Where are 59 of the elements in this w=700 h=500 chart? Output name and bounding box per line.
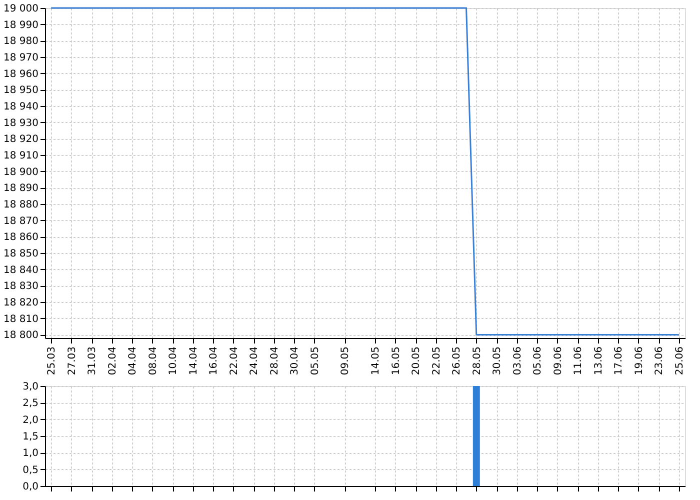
- x-tick-label: 22.04: [228, 346, 240, 376]
- y-tick-label: 3,0: [22, 382, 38, 392]
- x-tick-label: 28.04: [269, 346, 280, 376]
- x-tick-label: 08.04: [148, 346, 159, 376]
- y-tick-label: 18 940: [4, 102, 38, 113]
- x-tick-label: 09.05: [340, 346, 352, 376]
- y-tick-label: 18 910: [4, 150, 38, 162]
- y-tick-label: 18 820: [4, 298, 38, 309]
- y-tick-label: 18 870: [4, 216, 38, 227]
- x-tick-label: 05.05: [310, 346, 321, 376]
- y-tick-label: 18 950: [4, 85, 38, 96]
- x-tick-label: 25.06: [674, 346, 686, 376]
- x-tick-label: 24.04: [249, 346, 260, 376]
- y-tick-label: 18 900: [4, 166, 38, 178]
- y-tick-label: 18 990: [4, 20, 38, 31]
- x-tick-label: 13.06: [593, 346, 604, 376]
- x-tick-label: 14.04: [188, 346, 200, 376]
- y-tick-label: 18 860: [4, 232, 38, 244]
- y-tick-label: 18 840: [4, 264, 38, 276]
- y-tick-label: 18 960: [4, 68, 38, 80]
- x-tick-label: 17.06: [614, 346, 625, 376]
- x-tick-label: 30.04: [290, 346, 301, 376]
- y-tick-label: 18 830: [4, 281, 38, 292]
- x-tick-label: 27.03: [66, 346, 78, 376]
- y-tick-label: 19 000: [4, 4, 38, 14]
- x-tick-label: 19.06: [634, 346, 645, 376]
- y-tick-label: 18 920: [4, 134, 38, 146]
- y-tick-label: 1,5: [22, 432, 38, 442]
- x-tick-label: 03.06: [512, 346, 524, 376]
- y-tick-label: 18 810: [4, 314, 38, 325]
- y-tick-label: 2,0: [22, 414, 38, 426]
- x-tick-label: 22.05: [431, 346, 442, 376]
- y-tick-label: 18 980: [4, 36, 38, 48]
- x-tick-label: 04.04: [128, 346, 139, 376]
- x-tick-label: 02.04: [107, 346, 118, 376]
- x-tick-label: 10.04: [168, 346, 180, 376]
- x-tick-label: 30.05: [492, 346, 504, 376]
- y-tick-label: 0,5: [22, 464, 38, 476]
- y-tick-label: 18 850: [4, 248, 38, 260]
- x-tick-label: 20.05: [411, 346, 422, 376]
- x-tick-label: 25.03: [46, 346, 58, 376]
- x-tick-label: 11.06: [573, 346, 584, 376]
- x-tick-label: 09.06: [552, 346, 564, 376]
- x-tick-label: 31.03: [87, 346, 98, 376]
- x-tick-label: 26.05: [452, 346, 463, 376]
- y-tick-label: 1,0: [22, 448, 38, 460]
- y-tick-label: 18 930: [4, 118, 38, 129]
- x-tick-label: 05.06: [532, 346, 544, 376]
- x-tick-label: 16.05: [390, 346, 402, 376]
- y-tick-label: 18 970: [4, 52, 38, 64]
- x-tick-label: 23.06: [654, 346, 666, 376]
- x-tick-label: 14.05: [370, 346, 382, 376]
- x-tick-label: 28.05: [472, 346, 483, 376]
- y-tick-label: 18 880: [4, 200, 38, 211]
- y-tick-label: 18 890: [4, 183, 38, 194]
- y-tick-label: 18 800: [4, 330, 38, 342]
- y-tick-label: 0,0: [22, 482, 38, 492]
- y-tick-label: 2,5: [22, 398, 38, 410]
- x-tick-label: 16.04: [208, 346, 220, 376]
